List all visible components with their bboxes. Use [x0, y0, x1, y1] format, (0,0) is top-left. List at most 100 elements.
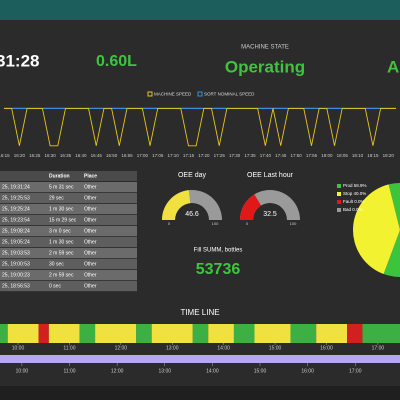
fill-sum-value: 53736 [196, 261, 241, 278]
x-tick-label: 18:15 [367, 153, 379, 158]
table-cell: Other [84, 240, 97, 246]
x-tick-label: 17:00 [137, 153, 149, 158]
overview-tick-label: 15:00 [254, 368, 267, 374]
timeline-segment [192, 324, 209, 343]
table-cell: 25, 18:56:53 [2, 284, 30, 290]
timeline-title: TIME LINE [180, 308, 219, 317]
x-tick-label: 16:15 [0, 153, 10, 158]
line-series [4, 107, 396, 147]
x-tick-label: 16:45 [91, 153, 103, 158]
gauge-value [240, 194, 262, 220]
table-cell: 25, 19:25:24 [2, 207, 30, 213]
gauge-value [162, 190, 191, 220]
state-label: MACHINE STATE [241, 45, 289, 51]
x-tick-label: 16:35 [60, 153, 72, 158]
table-cell: 1 m 30 sec [49, 207, 74, 213]
gauge-title: OEE Last hour [247, 172, 294, 179]
table-cell: 29 sec [49, 196, 64, 202]
legend-swatch [197, 91, 203, 97]
table-row [0, 215, 137, 226]
table-cell: 3 m 0 sec [49, 229, 71, 235]
legend-swatch [147, 91, 153, 97]
gauge-min: 0 [168, 221, 171, 226]
timeline-segment [362, 324, 400, 343]
x-tick-label: 17:35 [244, 153, 256, 158]
timeline-segment [208, 324, 234, 343]
table-cell: 25, 19:00:53 [2, 262, 30, 268]
overview-tick-label: 17:00 [349, 368, 362, 374]
gauge-value-label: 32.5 [263, 211, 277, 218]
table-cell: 1 m 30 sec [49, 240, 74, 246]
pie-legend-label: Prod 58.9% [343, 183, 367, 188]
table-cell: 25, 19:23:54 [2, 218, 30, 224]
table-cell: 25, 19:25:53 [2, 196, 30, 202]
table-cell: 25, 19:03:53 [2, 251, 30, 257]
table-cell: 25, 19:00:23 [2, 273, 30, 279]
pie-slice [353, 184, 400, 275]
x-tick-label: 17:25 [214, 153, 226, 158]
table-header [0, 171, 137, 181]
overview-tick-label: 10:00 [16, 368, 29, 374]
table-cell: Other [84, 218, 97, 224]
gauge-min: 0 [246, 221, 249, 226]
table-cell: Other [84, 207, 97, 213]
timeline-tick-label: 13:00 [166, 345, 179, 351]
timeline-segment [347, 324, 363, 343]
table-cell: 25, 19:05:24 [2, 240, 30, 246]
table-cell: 5 m 31 sec [49, 185, 74, 191]
pie-legend-swatch [337, 208, 341, 212]
timeline-segment [79, 324, 96, 343]
timeline-segment [233, 324, 255, 343]
pie-slice [383, 183, 400, 277]
table-cell: Other [84, 262, 97, 268]
table-row [0, 281, 137, 292]
pie-legend-swatch [337, 184, 341, 188]
table-row [0, 259, 137, 270]
x-tick-label: 16:55 [121, 153, 133, 158]
table-row [0, 204, 137, 215]
timeline-tick-label: 11:00 [63, 345, 75, 351]
table-header-cell: Place [84, 173, 97, 179]
x-tick-label: 16:50 [106, 153, 118, 158]
machine-state: Operating [225, 57, 305, 76]
volume: 0.60L [96, 53, 137, 70]
fill-sum-label: Fill SUMM, bottles [194, 248, 243, 254]
table-row [0, 248, 137, 259]
gauge-value-label: 46.6 [185, 211, 199, 218]
x-tick-label: 18:05 [337, 153, 349, 158]
timeline-tick-label: 12:00 [115, 345, 128, 351]
overview-tick-label: 16:00 [301, 368, 314, 374]
pie-legend-label: Bad 0.0% [343, 207, 363, 212]
x-tick-label: 18:20 [383, 153, 395, 158]
x-tick-label: 17:55 [306, 153, 318, 158]
x-tick-label: 17:30 [229, 153, 241, 158]
table-cell: Other [84, 229, 97, 235]
timeline-tick-label: 15:00 [269, 345, 282, 351]
x-tick-label: 18:00 [321, 153, 333, 158]
gauge-title: OEE day [178, 172, 207, 179]
timeline-segment [0, 324, 8, 343]
x-tick-label: 16:30 [44, 153, 56, 158]
table-header-cell: Duration [49, 173, 70, 179]
timeline-segment [7, 324, 39, 343]
table-row [0, 182, 137, 193]
table-cell: Other [84, 284, 97, 290]
table-row [0, 226, 137, 237]
x-tick-label: 16:20 [14, 153, 26, 158]
table-cell: 2 m 59 sec [49, 251, 74, 257]
timeline-tick-label: 17:00 [372, 345, 385, 351]
table-cell: Other [84, 196, 97, 202]
timeline-segment [136, 324, 152, 343]
clock: 31:28 [0, 51, 39, 70]
table-row [0, 237, 137, 248]
x-tick-label: 16:40 [75, 153, 87, 158]
x-tick-label: 17:10 [167, 153, 179, 158]
pie-legend-label: Fault 0.0% [343, 199, 365, 204]
timeline-tick-label: 10:00 [12, 345, 25, 351]
bottom-bar [0, 386, 400, 400]
x-tick-label: 17:50 [290, 153, 302, 158]
top-bar [0, 0, 400, 20]
table-cell: Other [84, 185, 97, 191]
x-tick-label: 17:05 [152, 153, 164, 158]
